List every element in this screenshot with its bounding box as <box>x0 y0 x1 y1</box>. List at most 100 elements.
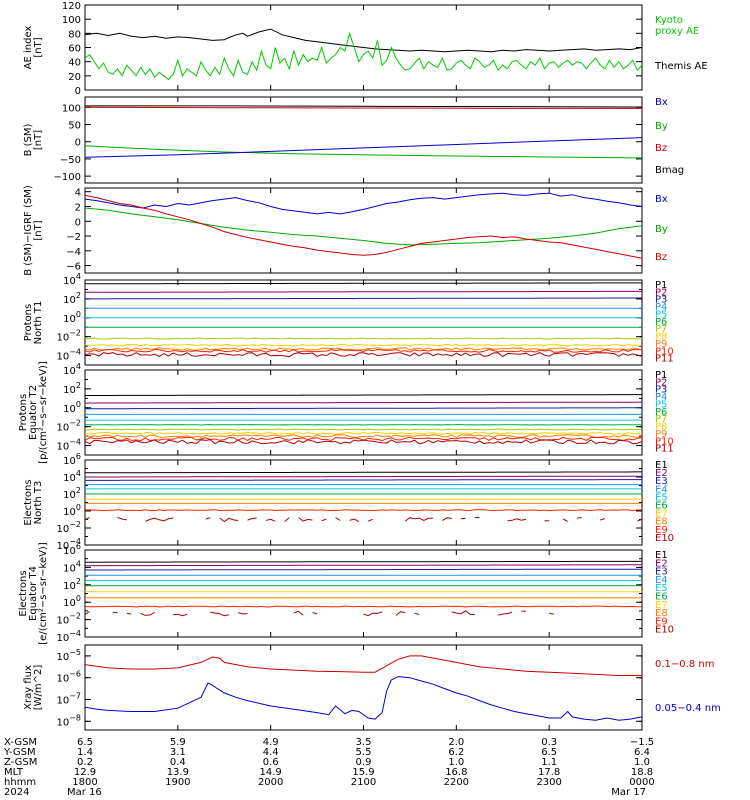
y-tick-label: 100 <box>62 103 81 114</box>
series-line <box>85 676 642 721</box>
series-line <box>85 137 642 158</box>
x-axis-value: 3.1 <box>170 747 186 758</box>
legend-label: P8 <box>655 422 667 433</box>
legend-label: P7 <box>655 414 667 425</box>
y-tick-label: 100 <box>63 503 81 518</box>
legend-label: 0.05−0.4 nm <box>655 703 721 714</box>
y-tick-label: 10−2 <box>56 419 81 434</box>
series-line <box>85 407 642 410</box>
x-axis-row-label: Z-GSM <box>4 757 37 768</box>
legend-label: P3 <box>655 295 667 306</box>
series-line <box>85 282 642 285</box>
x-axis-value: 1.1 <box>541 757 557 768</box>
y-axis-label: [nT] <box>33 130 44 150</box>
series-line <box>85 611 637 616</box>
series-line <box>85 516 642 523</box>
y-axis-label: [p/(cm²−s−sr−keV)] <box>38 361 49 464</box>
y-axis-label: Equator T4 <box>28 566 39 621</box>
x-axis-value: 17.8 <box>538 767 560 778</box>
y-tick-label: 102 <box>63 577 81 592</box>
series-line <box>85 401 642 404</box>
plot-area <box>85 282 642 358</box>
series-line <box>85 347 642 351</box>
y-axis-label: Electrons <box>23 479 34 525</box>
x-axis-value: 1.0 <box>634 757 650 768</box>
panel-prot_eq: 104 102 100 10−2 10−4 Protons Equator T2 [p/(cm… <box>18 361 674 464</box>
y-axis-label: [nT] <box>33 37 44 57</box>
plot-area <box>85 28 642 81</box>
y-tick-label: 10−6 <box>56 670 81 685</box>
series-line <box>85 428 642 431</box>
legend-label: E10 <box>655 533 674 544</box>
x-axis-value: 12.9 <box>74 767 96 778</box>
legend-label: E5 <box>655 583 668 594</box>
series-line <box>85 207 642 246</box>
legend-label: Bz <box>655 143 667 154</box>
plot-area <box>85 471 642 523</box>
y-tick-label: 0 <box>75 217 81 228</box>
x-axis-table: X-GSMY-GSMZ-GSMMLThhmm20246.51.40.212.91… <box>3 737 655 798</box>
y-axis-label: Xray flux <box>23 665 34 710</box>
x-axis-value: 5.5 <box>356 747 372 758</box>
x-axis-value: 2100 <box>351 777 376 788</box>
x-axis-value: 2000 <box>258 777 283 788</box>
x-axis-value: 3.5 <box>356 737 372 748</box>
y-tick-label: 120 <box>62 1 81 12</box>
legend-label: P2 <box>655 377 667 388</box>
x-axis-value: 0000 <box>629 777 654 788</box>
series-line <box>85 568 642 571</box>
y-tick-label: 102 <box>63 291 81 306</box>
legend-label: P5 <box>655 399 667 410</box>
y-tick-label: 4 <box>75 188 81 199</box>
series-line <box>85 297 642 300</box>
legend-label: P10 <box>655 346 674 357</box>
panel-frame <box>84 549 643 638</box>
series-line <box>85 471 642 474</box>
series-line <box>85 28 642 53</box>
legend-label: E9 <box>655 616 668 627</box>
legend-label: P10 <box>655 436 674 447</box>
legend-label: E7 <box>655 600 668 611</box>
y-axis-label: [e/(cm²−s−sr−keV)] <box>38 542 49 645</box>
legend-label: P6 <box>655 407 667 418</box>
y-tick-label: 104 <box>63 272 81 287</box>
y-tick-label: 0 <box>75 86 81 97</box>
x-axis-value: Mar 16 <box>67 787 102 798</box>
x-axis-value: 0.9 <box>356 757 372 768</box>
panel-xray: 10−5 10−6 10−7 10−8 Xray flux [W/m^2] 0.1−0.8 … <box>23 644 721 731</box>
legend-label: P2 <box>655 287 667 298</box>
y-tick-label: 104 <box>63 559 81 574</box>
plot-area <box>85 192 642 259</box>
legend-label: E4 <box>655 484 668 495</box>
legend-label: By <box>655 121 668 132</box>
y-tick-label: 2 <box>75 202 81 213</box>
y-axis-label: AE index <box>23 26 34 70</box>
y-axis-label: [nT] <box>33 220 44 240</box>
y-tick-label: 100 <box>63 400 81 415</box>
plot-area <box>85 560 642 616</box>
legend-label: P11 <box>655 354 674 365</box>
legend-label: E6 <box>655 501 668 512</box>
y-tick-label: −100 <box>54 172 81 183</box>
x-axis-value: 4.4 <box>263 747 279 758</box>
legend-label: E6 <box>655 592 668 603</box>
series-line <box>85 31 642 81</box>
legend-label: P1 <box>655 280 667 291</box>
panel-bsm: −100 −50 0 50 100 B (SM) [nT] Bx By Bz Bmag <box>23 96 684 184</box>
y-tick-label: −6 <box>66 262 81 273</box>
x-axis-value: 4.9 <box>263 737 279 748</box>
y-tick-label: 0 <box>75 138 81 149</box>
series-line <box>85 145 642 159</box>
panel-bdiff: −6 −4 −2 0 2 4 B (SM)−IGRF (SM) [nT] Bx By Bz <box>23 185 668 276</box>
series-line <box>85 509 642 512</box>
legend-label: P4 <box>655 302 667 313</box>
x-axis-value: 1.4 <box>77 747 93 758</box>
series-line <box>85 106 642 109</box>
y-axis-label: Equator T2 <box>28 385 39 440</box>
series-line <box>85 192 642 215</box>
y-axis-label: [W/m^2] <box>33 665 44 711</box>
x-axis-row-label: 2024 <box>4 787 29 798</box>
x-axis-value: 6.4 <box>634 747 650 758</box>
y-tick-label: 10−4 <box>56 537 81 552</box>
